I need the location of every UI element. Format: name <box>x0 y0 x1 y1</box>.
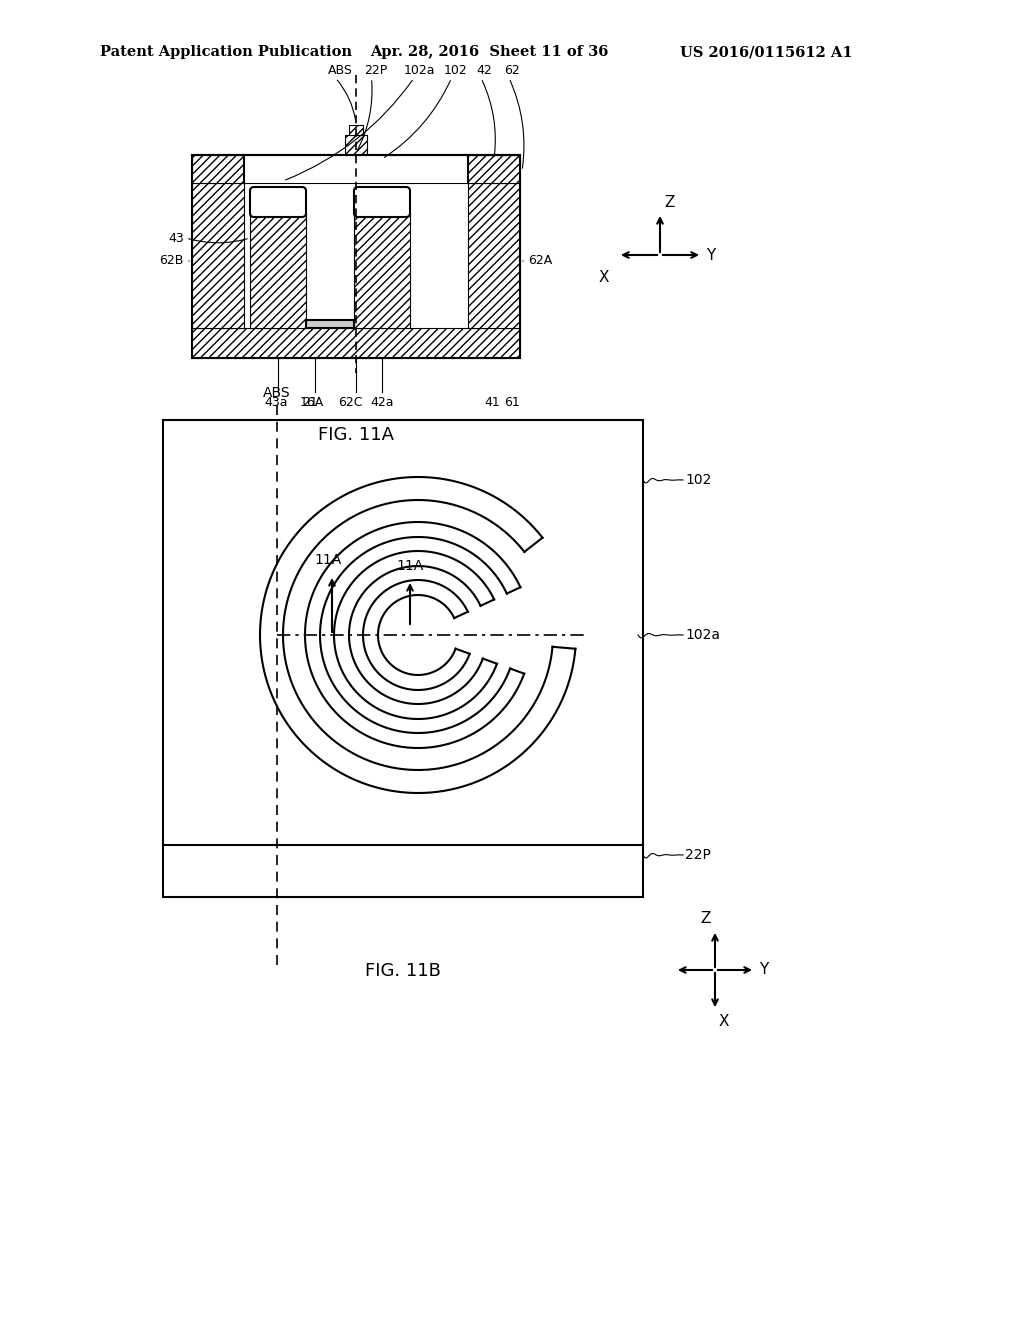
Text: 62C: 62C <box>338 396 362 409</box>
Text: 41: 41 <box>484 396 500 409</box>
Text: 21: 21 <box>302 396 317 409</box>
Bar <box>250 213 306 327</box>
Bar <box>354 213 410 327</box>
Text: Y: Y <box>706 248 715 263</box>
Text: 16A: 16A <box>300 396 325 409</box>
Text: 62B: 62B <box>160 255 184 268</box>
Text: Y: Y <box>759 962 768 978</box>
Text: FIG. 11B: FIG. 11B <box>366 962 441 979</box>
Bar <box>163 420 643 898</box>
Text: X: X <box>719 1014 729 1030</box>
Text: ABS: ABS <box>328 63 353 77</box>
Text: 11A: 11A <box>396 558 424 573</box>
Bar <box>468 183 520 327</box>
Bar <box>193 154 520 358</box>
FancyBboxPatch shape <box>250 187 306 216</box>
Text: 102: 102 <box>444 63 468 77</box>
Text: X: X <box>599 271 609 285</box>
Bar <box>193 154 520 183</box>
Text: 62A: 62A <box>528 255 552 268</box>
Bar <box>193 183 244 327</box>
Text: 42: 42 <box>476 63 492 77</box>
Text: 11A: 11A <box>314 553 342 568</box>
Text: 43: 43 <box>168 231 184 244</box>
Bar <box>345 135 367 154</box>
Text: 61: 61 <box>504 396 520 409</box>
Bar <box>306 319 354 327</box>
Bar <box>244 154 468 183</box>
Text: Z: Z <box>700 911 711 927</box>
Text: 102a: 102a <box>404 63 435 77</box>
FancyBboxPatch shape <box>354 187 410 216</box>
Text: 62: 62 <box>504 63 520 77</box>
Text: FIG. 11A: FIG. 11A <box>318 426 394 444</box>
Text: 102: 102 <box>685 473 712 487</box>
Text: Apr. 28, 2016  Sheet 11 of 36: Apr. 28, 2016 Sheet 11 of 36 <box>370 45 608 59</box>
Text: Z: Z <box>664 195 675 210</box>
Bar <box>193 327 520 358</box>
Text: US 2016/0115612 A1: US 2016/0115612 A1 <box>680 45 853 59</box>
Text: ABS: ABS <box>263 385 291 400</box>
Text: 102a: 102a <box>685 628 720 642</box>
Text: 42a: 42a <box>371 396 394 409</box>
Text: 22P: 22P <box>364 63 387 77</box>
Text: 43a: 43a <box>264 396 288 409</box>
Text: Patent Application Publication: Patent Application Publication <box>100 45 352 59</box>
Bar <box>349 125 362 135</box>
Text: 22P: 22P <box>685 847 711 862</box>
